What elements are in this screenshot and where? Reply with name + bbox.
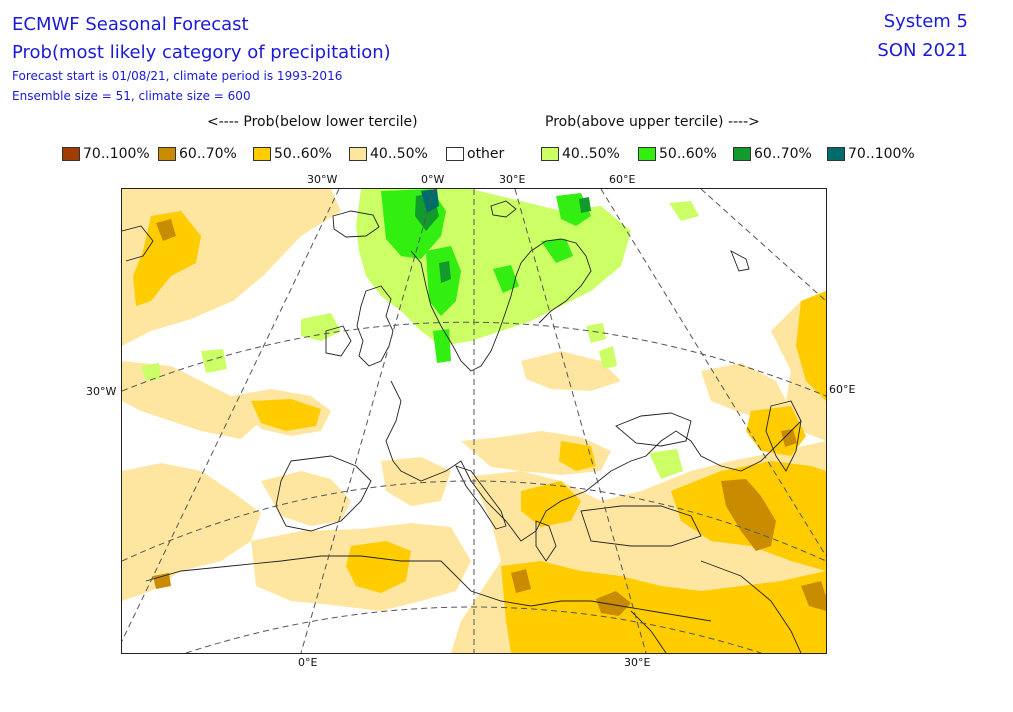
region-below-60-70 <box>596 591 631 616</box>
coastline-scandinavia <box>410 238 592 372</box>
coastlines <box>122 200 802 653</box>
region-below-50-60 <box>559 441 596 471</box>
region-below-60-70 <box>801 581 826 611</box>
coastline-iberia <box>275 455 372 532</box>
legend-swatch <box>827 147 845 161</box>
parallel-upper <box>122 321 826 397</box>
meridian-30e <box>514 189 647 653</box>
legend-below-header: <---- Prob(below lower tercile) <box>207 114 418 130</box>
legend-swatch <box>349 147 367 161</box>
legend-label: 50..60% <box>274 146 332 162</box>
axis-label-right-60e: 60°E <box>829 383 856 396</box>
coastline-italy <box>455 465 507 530</box>
region-below-50-60 <box>521 481 581 527</box>
region-above-40-50 <box>586 323 606 343</box>
legend-label: 60..70% <box>754 146 812 162</box>
region-below-50-60 <box>796 291 826 401</box>
region-below-60-70 <box>721 479 776 551</box>
meridian-90e <box>700 189 826 302</box>
region-below-60-70 <box>156 219 176 241</box>
axis-label-bottom-0e: 0°E <box>298 656 318 669</box>
legend-label: 40..50% <box>562 146 620 162</box>
axis-label-top-30e: 30°E <box>499 173 526 186</box>
legend-swatch <box>733 147 751 161</box>
legend-swatch <box>62 147 80 161</box>
region-above-40-50 <box>141 363 161 381</box>
region-below-40-50 <box>701 363 791 421</box>
axis-label-left-30w: 30°W <box>86 385 117 398</box>
region-below-60-70 <box>781 429 797 447</box>
parallel-lower <box>185 606 762 653</box>
coastline-novaya-zemlya <box>730 250 750 272</box>
axis-label-top-30w: 30°W <box>307 173 338 186</box>
meridian-0 <box>300 189 435 653</box>
region-above-40-50 <box>669 201 699 221</box>
coastline-europe-west <box>385 380 802 542</box>
region-above-40-50 <box>649 449 683 479</box>
legend-label: 70..100% <box>848 146 915 162</box>
map-canvas <box>122 189 826 653</box>
legend-swatch <box>253 147 271 161</box>
region-below-40-50 <box>122 361 261 439</box>
region-below-40-50 <box>381 457 451 506</box>
axis-label-top-60e: 60°E <box>609 173 636 186</box>
coastline-anatolia <box>580 505 702 547</box>
forecast-map <box>121 188 827 654</box>
legend-label: other <box>467 146 505 162</box>
system-label: System 5 <box>883 11 968 32</box>
region-below-50-60 <box>346 541 411 593</box>
region-below-50-60 <box>133 211 201 306</box>
legend-label: 50..60% <box>659 146 717 162</box>
coastline-caspian <box>765 400 802 472</box>
region-below-60-70 <box>153 573 171 589</box>
region-above-40-50 <box>201 349 227 373</box>
coastline-greenland <box>122 225 154 262</box>
ensemble-info: Ensemble size = 51, climate size = 600 <box>12 89 251 103</box>
legend-label: 70..100% <box>83 146 150 162</box>
coastline-north-africa <box>145 555 712 622</box>
region-above-60-70 <box>439 261 451 283</box>
forecast-variable-title: Prob(most likely category of precipitati… <box>12 42 391 63</box>
meridian-60e <box>600 189 826 557</box>
region-below-60-70 <box>511 569 531 593</box>
legend-label: 40..50% <box>370 146 428 162</box>
legend-swatch <box>541 147 559 161</box>
region-below-40-50 <box>521 351 621 391</box>
coastline-svalbard <box>490 200 517 218</box>
coastline-red-sea <box>630 610 667 653</box>
season-label: SON 2021 <box>877 40 968 61</box>
region-above-50-60 <box>541 239 573 263</box>
region-above-50-60 <box>433 329 451 363</box>
region-below-50-60 <box>251 399 321 431</box>
page-title: ECMWF Seasonal Forecast <box>12 14 249 35</box>
region-above-40-50 <box>301 313 341 341</box>
axis-label-bottom-30e: 30°E <box>624 656 651 669</box>
forecast-start-info: Forecast start is 01/08/21, climate peri… <box>12 69 343 83</box>
region-below-50-60 <box>501 561 826 653</box>
legend-swatch <box>446 147 464 161</box>
axis-label-top-0w: 0°W <box>421 173 445 186</box>
coastline-britain <box>356 285 394 367</box>
legend-label: 60..70% <box>179 146 237 162</box>
above-70-100-regions <box>421 189 439 213</box>
coastline-iceland <box>332 210 380 238</box>
parallel-middle <box>122 480 826 562</box>
coastline-arabia <box>700 560 802 653</box>
legend-swatch <box>638 147 656 161</box>
region-above-60-70 <box>579 197 591 213</box>
below-60-70-regions <box>153 219 826 616</box>
graticule <box>122 189 826 653</box>
region-above-40-50 <box>599 346 617 369</box>
coastline-ireland <box>325 325 352 357</box>
coastline-black-sea <box>615 412 692 447</box>
legend-swatch <box>158 147 176 161</box>
coastline-greece <box>535 520 557 562</box>
region-above-70-100 <box>421 189 439 213</box>
region-above-50-60 <box>493 265 519 293</box>
meridian-30w <box>122 189 340 642</box>
legend-above-header: Prob(above upper tercile) ----> <box>545 114 760 130</box>
